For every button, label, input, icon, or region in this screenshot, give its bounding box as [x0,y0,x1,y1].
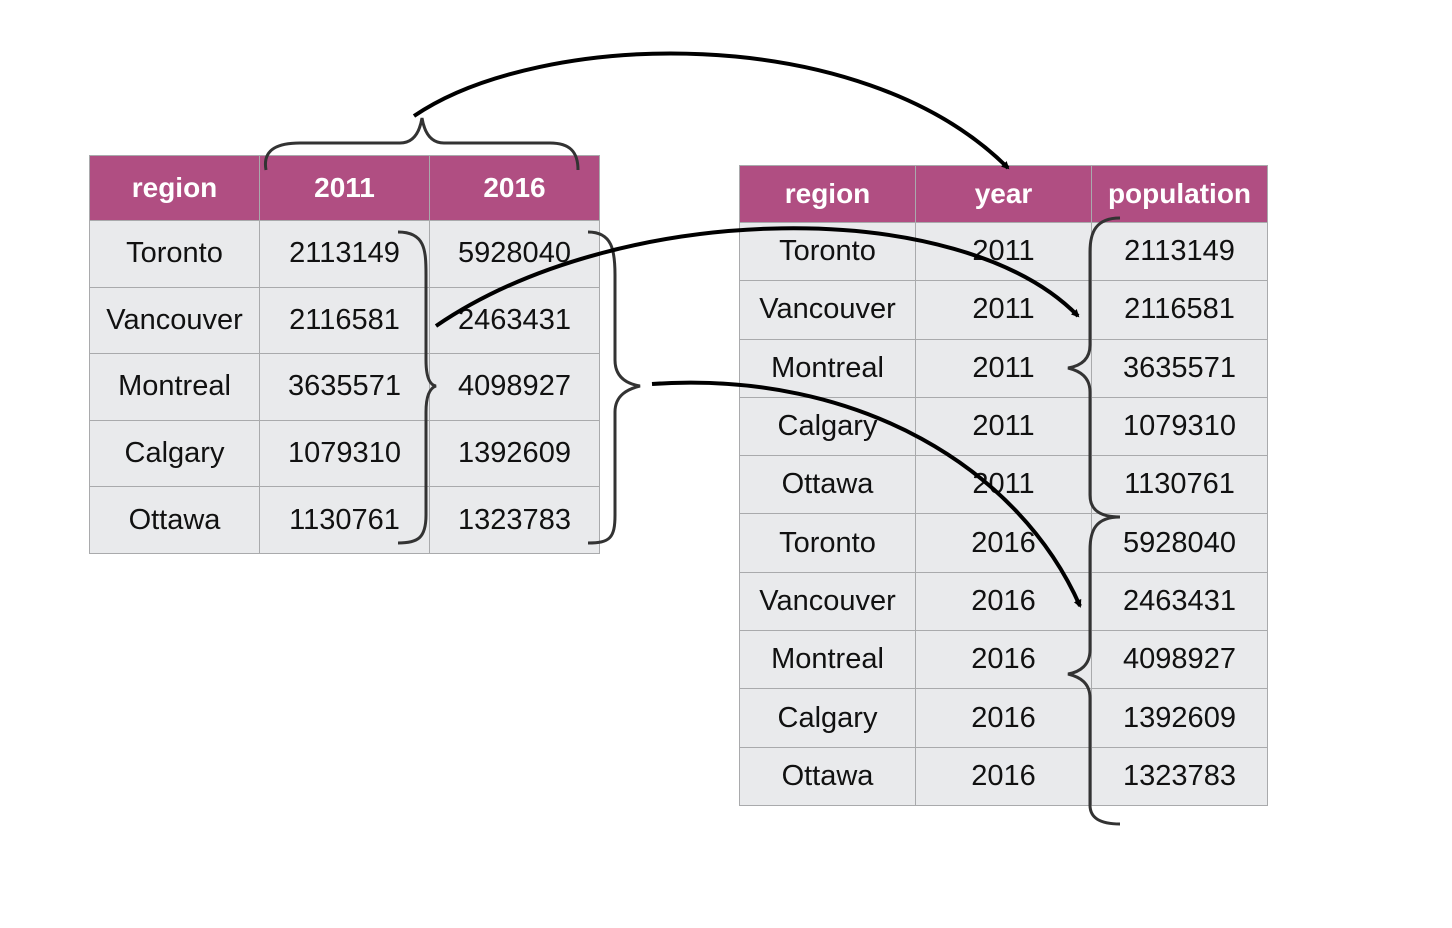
table-cell: 2113149 [1092,223,1267,281]
table-cell: Toronto [740,223,915,281]
table-cell: 1130761 [260,487,429,553]
table-cell: Montreal [740,631,915,689]
table-cell: 2116581 [1092,281,1267,339]
table-cell: Vancouver [740,572,915,631]
table-cell: 2011 [916,456,1091,514]
table-cell: Ottawa [740,456,915,514]
table-cell: 2116581 [260,287,429,354]
table-cell: 2113149 [260,221,429,287]
column-header: 2011 [260,156,429,220]
table-cell: Calgary [740,689,915,747]
column-header: region [740,166,915,222]
arrow-headers-to-year [412,51,1010,170]
table-cell: 2011 [916,281,1091,339]
table-cell: 1323783 [1092,747,1267,805]
table-cell: 2011 [916,223,1091,281]
table-cell: Calgary [90,420,259,487]
table-cell: 2016 [916,514,1091,572]
table-cell: 3635571 [260,354,429,420]
table-cell: 5928040 [430,221,599,287]
table-cell: 1079310 [1092,397,1267,456]
wide-table: region 2011 2016 Toronto 2113149 5928040 Vanco… [89,155,600,554]
table-cell: Toronto [90,221,259,287]
table-cell: Toronto [740,514,915,572]
column-header: population [1092,166,1267,222]
table-cell: 3635571 [1092,339,1267,397]
table-cell: 1392609 [1092,689,1267,747]
table-cell: Vancouver [90,287,259,354]
long-table: region year population Toronto 2011 2113149 Va… [739,165,1268,806]
table-cell: 2463431 [1092,572,1267,631]
table-cell: 2016 [916,631,1091,689]
table-cell: 5928040 [1092,514,1267,572]
table-cell: 1323783 [430,487,599,553]
table-cell: Montreal [740,339,915,397]
table-cell: 2463431 [430,287,599,354]
table-cell: Vancouver [740,281,915,339]
table-cell: 2016 [916,572,1091,631]
table-cell: 2011 [916,397,1091,456]
column-header: 2016 [430,156,599,220]
table-cell: 2016 [916,689,1091,747]
column-header: year [916,166,1091,222]
table-cell: 1079310 [260,420,429,487]
table-cell: 1130761 [1092,456,1267,514]
column-header: region [90,156,259,220]
table-cell: 1392609 [430,420,599,487]
table-cell: Ottawa [90,487,259,553]
table-cell: Calgary [740,397,915,456]
table-cell: 2016 [916,747,1091,805]
table-cell: 2011 [916,339,1091,397]
table-cell: 4098927 [430,354,599,420]
table-cell: 4098927 [1092,631,1267,689]
table-cell: Ottawa [740,747,915,805]
table-cell: Montreal [90,354,259,420]
